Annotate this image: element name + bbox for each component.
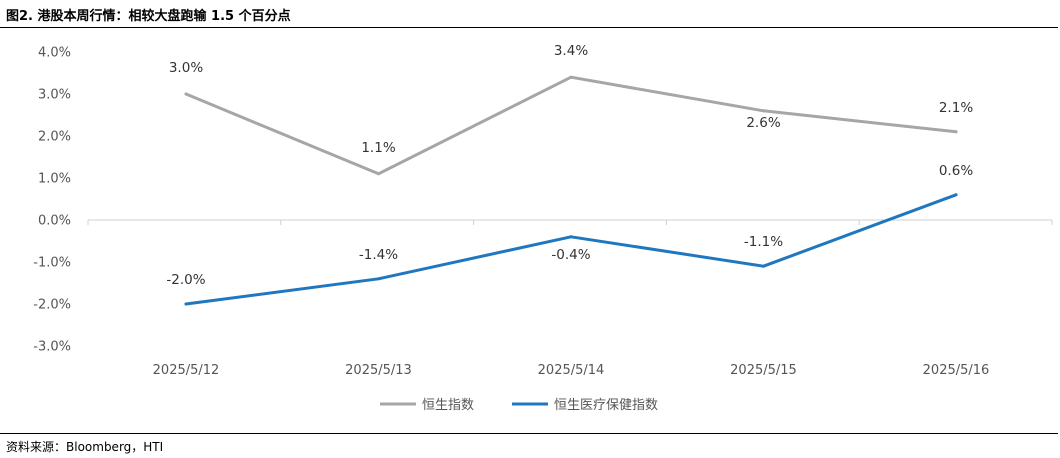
y-tick-label: -3.0% [33,340,71,355]
line-chart: 4.0% 3.0% 2.0% 1.0% 0.0% -1.0% -2.0% -3.0% 2025/… [33,43,1053,413]
legend-label: 恒生指数 [422,398,474,413]
data-point [377,277,380,281]
data-label: 2.6% [746,115,780,131]
data-label: -1.4% [359,247,398,263]
data-point [184,92,188,96]
data-point [569,235,573,239]
y-tick-label: 1.0% [38,172,71,187]
y-tick-label: -1.0% [33,256,71,271]
data-label: 3.0% [169,60,203,76]
x-tick-label: 2025/5/14 [538,363,605,378]
data-label: 3.4% [554,43,588,59]
data-point [954,193,958,197]
data-point [954,130,958,134]
data-label: 0.6% [939,163,973,179]
x-tick-label: 2025/5/13 [345,363,412,378]
data-label: -2.0% [166,272,205,288]
data-point [569,75,573,79]
data-label: 1.1% [361,140,395,156]
figure-title: 图2. 港股本周行情：相较大盘跑输 1.5 个百分点 [6,9,291,24]
x-tick-label: 2025/5/15 [730,363,797,378]
series-line-1 [184,75,958,176]
y-tick-label: 2.0% [38,130,71,145]
source-note: 资料来源：Bloomberg，HTI [6,440,164,454]
data-label: -1.1% [744,234,783,250]
data-point [184,302,188,306]
data-point [762,109,765,113]
y-tick-label: 4.0% [38,46,71,61]
x-tick-label: 2025/5/16 [923,363,990,378]
top-rule [0,27,1058,28]
bottom-rule [0,433,1058,434]
legend-label: 恒生医疗保健指数 [554,398,658,413]
data-label: 2.1% [939,100,973,116]
data-point [762,264,765,268]
x-tick-label: 2025/5/12 [153,363,220,378]
y-tick-label: -2.0% [33,298,71,313]
data-point [377,172,380,176]
data-label: -0.4% [551,247,590,263]
y-tick-label: 0.0% [38,214,71,229]
y-tick-label: 3.0% [38,88,71,103]
